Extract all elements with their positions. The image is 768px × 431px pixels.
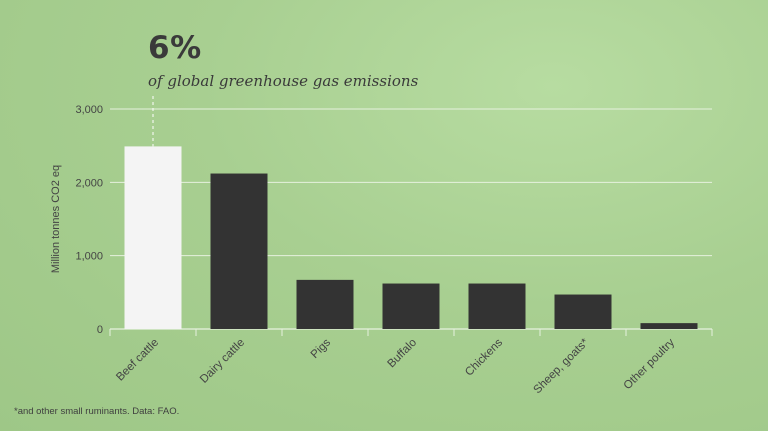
bar: [124, 146, 182, 329]
bar: [382, 283, 440, 329]
y-tick-label: 3,000: [75, 104, 103, 116]
chart-subtitle: of global greenhouse gas emissions: [148, 72, 419, 90]
bar: [640, 323, 698, 329]
y-axis-tick-labels: 0 1,000 2,000 3,000: [75, 104, 103, 336]
bars: [124, 146, 698, 329]
x-category-label: Sheep, goats*: [532, 336, 592, 396]
x-category-label: Other poultry: [622, 336, 678, 392]
x-category-label: Chickens: [463, 336, 505, 378]
chart-headline: 6%: [148, 30, 202, 66]
x-category-label: Dairy cattle: [198, 337, 247, 386]
y-axis-label: Million tonnes CO2 eq: [50, 165, 62, 273]
bar: [210, 173, 268, 329]
y-tick-label: 1,000: [75, 251, 103, 263]
bar: [468, 283, 526, 329]
x-category-label: Beef cattle: [114, 337, 161, 384]
x-axis-tick-marks: [109, 329, 713, 336]
x-category-label: Buffalo: [385, 337, 419, 371]
y-tick-label: 0: [97, 324, 103, 336]
x-category-label: Pigs: [309, 336, 333, 360]
grid-lines: [110, 108, 712, 330]
bar: [296, 279, 354, 329]
bar: [554, 294, 612, 329]
y-tick-label: 2,000: [75, 177, 103, 189]
footnote: *and other small ruminants. Data: FAO.: [14, 406, 180, 417]
x-axis-category-labels: Beef cattle Dairy cattle Pigs Buffalo Chicke…: [114, 336, 677, 396]
